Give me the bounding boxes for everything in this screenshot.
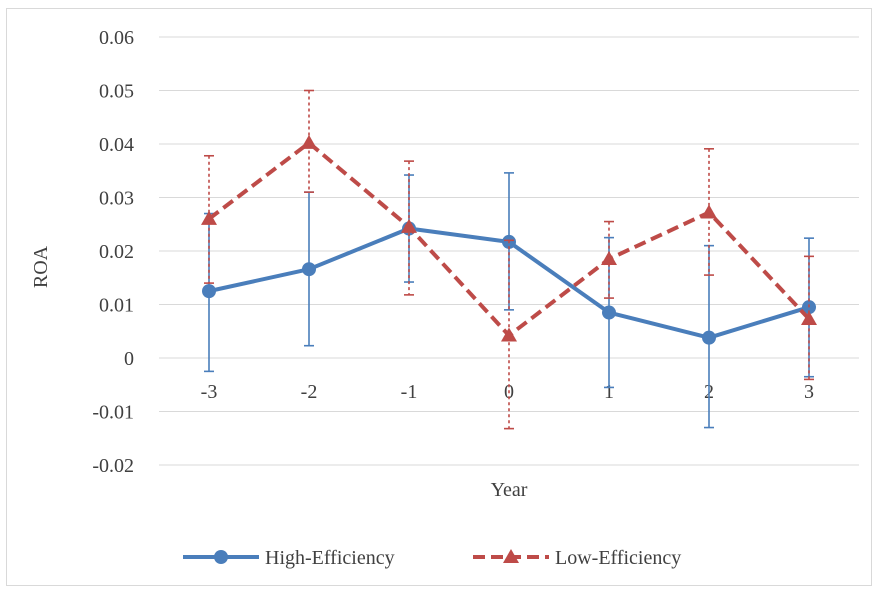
x-axis-label: Year bbox=[491, 479, 528, 501]
data-point bbox=[602, 305, 616, 320]
legend-item: Low-Efficiency bbox=[473, 547, 681, 569]
data-point bbox=[801, 310, 817, 325]
legend-marker bbox=[503, 549, 519, 563]
data-point bbox=[702, 330, 716, 345]
y-tick-label: 0.02 bbox=[99, 241, 134, 263]
y-tick-label: -0.01 bbox=[92, 402, 134, 424]
y-axis-ticks: -0.02 -0.01 0 0.01 0.02 0.03 0.04 0.05 0.06 bbox=[92, 27, 134, 477]
y-tick-label: 0.05 bbox=[99, 81, 134, 103]
line-chart: -0.02 -0.01 0 0.01 0.02 0.03 0.04 0.05 0.06 -3 -2… bbox=[30, 27, 859, 569]
x-axis-ticks: -3-2-10123 bbox=[201, 381, 814, 403]
y-axis-label: ROA bbox=[30, 245, 52, 288]
data-point bbox=[601, 251, 617, 266]
legend: High-Efficiency Low-Efficiency bbox=[183, 547, 681, 569]
series-layer bbox=[201, 89, 817, 430]
x-tick-label: -2 bbox=[301, 381, 318, 403]
x-tick-label: -3 bbox=[201, 381, 218, 403]
y-tick-label: 0.01 bbox=[99, 295, 134, 317]
x-tick-label: 3 bbox=[804, 381, 814, 403]
legend-label: Low-Efficiency bbox=[555, 547, 681, 569]
chart-frame: -0.02 -0.01 0 0.01 0.02 0.03 0.04 0.05 0.06 -3 -2… bbox=[6, 8, 872, 586]
series-low-efficiency bbox=[201, 89, 817, 430]
y-tick-label: 0.03 bbox=[99, 188, 134, 210]
data-point bbox=[301, 134, 317, 149]
data-point bbox=[302, 262, 316, 277]
y-tick-label: 0 bbox=[124, 348, 134, 370]
data-point bbox=[501, 327, 517, 342]
data-point bbox=[701, 204, 717, 219]
legend-item: High-Efficiency bbox=[183, 547, 395, 569]
y-tick-label: 0.04 bbox=[99, 134, 134, 156]
data-point bbox=[401, 218, 417, 233]
x-tick-label: 1 bbox=[604, 381, 614, 403]
x-tick-label: -1 bbox=[401, 381, 418, 403]
data-point bbox=[201, 210, 217, 225]
legend-marker bbox=[214, 550, 228, 564]
y-tick-label: -0.02 bbox=[92, 455, 134, 477]
data-point bbox=[202, 284, 216, 299]
y-tick-label: 0.06 bbox=[99, 27, 134, 49]
legend-label: High-Efficiency bbox=[265, 547, 395, 569]
